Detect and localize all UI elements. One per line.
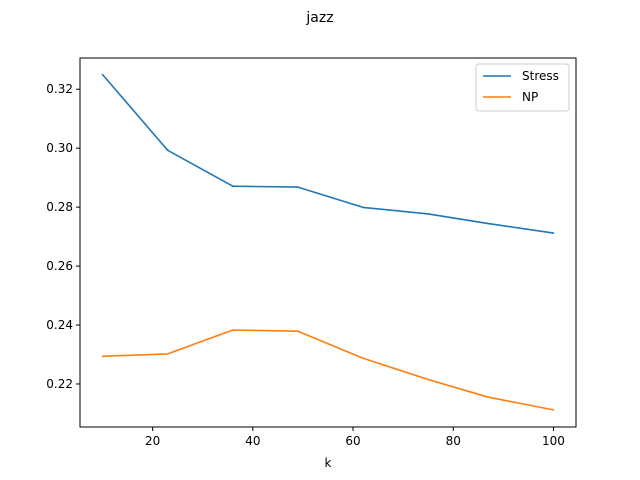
y-tick-label: 0.24 [46,318,73,332]
data-point-stress [552,232,555,234]
data-point-stress [362,206,364,209]
y-tick-label: 0.28 [46,200,73,214]
data-point-np [552,409,555,411]
y-tick-label: 0.22 [46,377,73,391]
data-point-np [232,329,234,331]
data-point-stress [297,186,299,188]
legend: Stress NP [475,63,570,112]
chart-title: jazz [305,10,333,26]
data-point-stress [427,213,430,215]
data-point-np [297,330,299,333]
data-point-np [427,378,430,381]
data-point-np [166,353,169,355]
series-line-stress [101,73,554,234]
legend-label-np: NP [522,90,538,104]
x-tick-label: 60 [345,434,360,448]
y-tick-label: 0.26 [46,259,73,273]
series-line-np [102,329,554,411]
x-tick-label: 100 [542,434,565,448]
x-axis-label: k [325,456,332,470]
y-tick-label: 0.30 [46,141,73,155]
x-tick-label: 20 [145,434,160,448]
x-tick-label: 80 [446,434,461,448]
axes-frame [79,57,577,428]
x-tick-label: 40 [245,434,260,448]
plot-area: 20 40 60 80 100 0.22 0.24 0.26 0.28 0.30 0.32 [46,73,565,448]
data-point-stress [487,222,490,225]
data-point-np [487,396,490,399]
data-point-stress [166,149,169,152]
legend-label-stress: Stress [522,69,559,83]
data-point-np [362,357,364,360]
y-tick-label: 0.32 [46,82,73,96]
data-point-stress [101,73,104,76]
data-point-np [101,355,104,358]
data-point-stress [232,185,234,188]
